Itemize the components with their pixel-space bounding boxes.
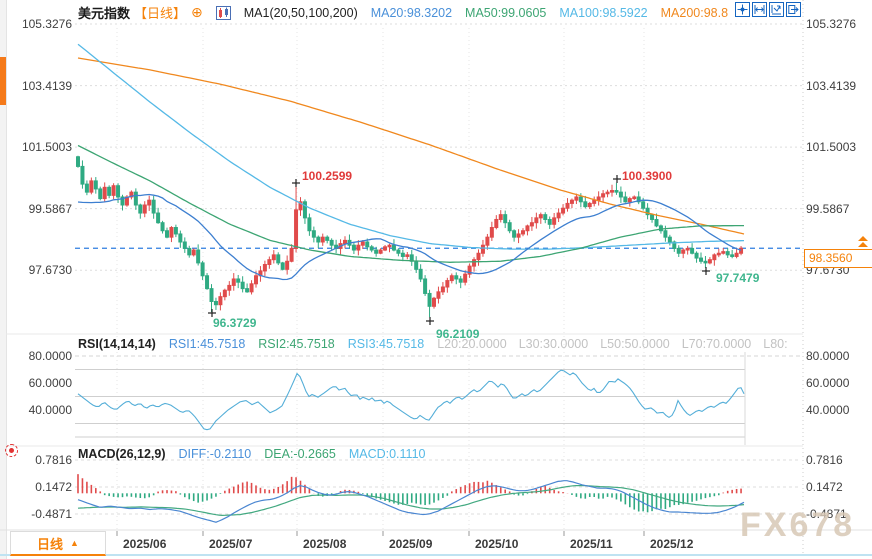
shift-right-icon[interactable] xyxy=(786,2,801,17)
rsi-name: RSI(14,14,14) xyxy=(78,337,156,351)
ma-group-label: MA1(20,50,100,200) xyxy=(243,5,358,20)
scroll-to-latest-button[interactable] xyxy=(856,236,870,249)
rsi-level-label: L80: xyxy=(763,337,788,351)
rsi3-value: RSI3:45.7518 xyxy=(347,337,425,351)
macd-legend: MACD(26,12,9) DIFF:-0.2110 DEA:-0.2665 M… xyxy=(78,447,425,461)
ma200-value: MA200:98.8 xyxy=(660,5,729,20)
rsi1-value: RSI1:45.7518 xyxy=(168,337,246,351)
macd-name: MACD(26,12,9) xyxy=(78,447,166,461)
chart-toolbar xyxy=(735,2,801,17)
left-scrollbar-track[interactable] xyxy=(0,0,7,559)
rsi-level-label: L30:30.0000 xyxy=(518,337,589,351)
rsi-level-label: L20:20.0000 xyxy=(437,337,507,351)
fit-horizontal-icon[interactable] xyxy=(752,2,767,17)
add-indicator-icon[interactable]: ⊕ xyxy=(191,4,203,20)
ma50-value: MA50:99.0605 xyxy=(465,5,547,20)
period-label: 日线 xyxy=(37,536,64,552)
symbol-title: 美元指数 xyxy=(78,6,131,21)
rsi-levels: L20:20.0000 L30:30.0000 L50:50.0000 L70:70.… xyxy=(437,337,787,351)
fit-vertical-icon[interactable] xyxy=(769,2,784,17)
period-selector-button[interactable]: 日线 ▲ xyxy=(10,531,106,556)
kline-icon[interactable] xyxy=(215,5,231,20)
macd-diff-value: DIFF:-0.2110 xyxy=(178,447,252,461)
hot-marker-icon xyxy=(5,444,18,457)
period-tag: 【日线】 xyxy=(134,6,187,21)
watermark: FX678 xyxy=(740,506,856,544)
rsi-level-label: L70:70.0000 xyxy=(681,337,752,351)
current-price-tag: 98.3560 xyxy=(804,249,872,268)
triangle-up-icon: ▲ xyxy=(70,538,79,548)
left-scrollbar-thumb[interactable] xyxy=(0,57,6,105)
rsi2-value: RSI2:45.7518 xyxy=(258,337,335,351)
ma100-value: MA100:98.5922 xyxy=(559,5,648,20)
up-arrow-icon xyxy=(858,242,868,247)
pan-crosshair-icon[interactable] xyxy=(735,2,750,17)
legend-bar: 美元指数 【日线】 ⊕ MA1(20,50,100,200) MA20:98.3… xyxy=(78,3,728,22)
ma20-value: MA20:98.3202 xyxy=(370,5,453,20)
macd-dea-value: DEA:-0.2665 xyxy=(264,447,336,461)
rsi-level-label: L50:50.0000 xyxy=(600,337,670,351)
macd-value: MACD:0.1110 xyxy=(348,447,426,461)
up-arrow-icon xyxy=(858,236,868,241)
rsi-legend: RSI(14,14,14) RSI1:45.7518 RSI2:45.7518 … xyxy=(78,337,788,351)
bottom-scroll-line[interactable] xyxy=(0,554,872,556)
